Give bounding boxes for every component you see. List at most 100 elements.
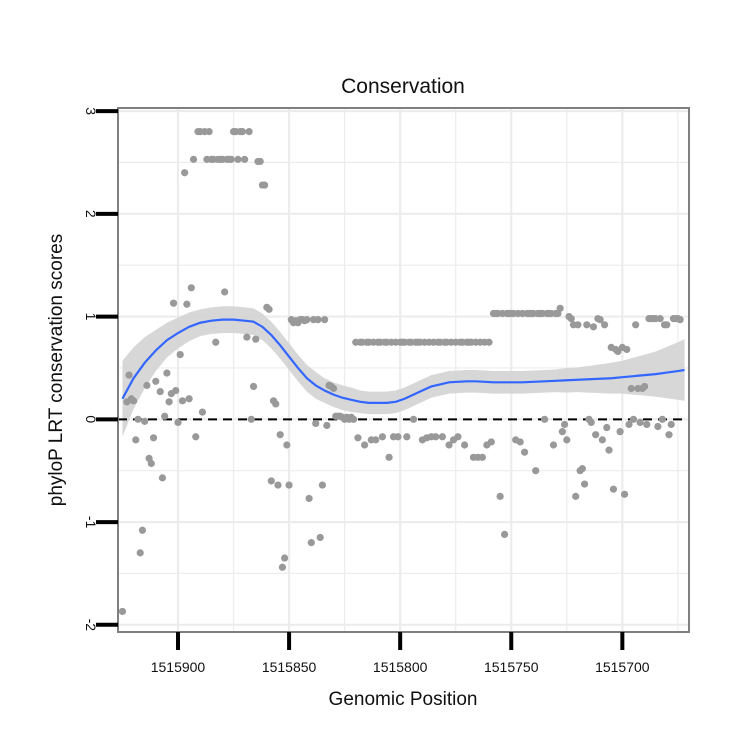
plot-frame xyxy=(117,107,690,633)
data-point xyxy=(278,563,287,571)
data-point xyxy=(321,316,329,324)
data-point xyxy=(265,305,273,313)
data-point xyxy=(600,321,609,329)
data-point xyxy=(432,433,440,441)
data-point xyxy=(567,315,575,323)
data-point xyxy=(558,428,566,436)
data-point xyxy=(640,382,649,391)
data-point xyxy=(169,299,178,307)
data-point xyxy=(323,421,331,430)
data-point xyxy=(185,395,193,403)
data-point xyxy=(198,408,207,416)
data-point xyxy=(274,481,282,489)
data-point xyxy=(143,381,151,390)
data-point xyxy=(658,415,666,423)
x-tick-label: 1515800 xyxy=(373,659,428,675)
data-point xyxy=(172,386,180,395)
data-point xyxy=(385,453,393,461)
x-tick-label: 1515700 xyxy=(595,659,650,675)
y-tick-label: 2 xyxy=(83,210,99,218)
data-point xyxy=(349,415,358,423)
data-point xyxy=(665,431,673,439)
data-point xyxy=(616,428,624,436)
data-point xyxy=(496,492,504,500)
data-point xyxy=(192,433,200,441)
data-point xyxy=(654,422,662,431)
data-point xyxy=(583,321,591,329)
data-point xyxy=(147,459,155,468)
data-point xyxy=(312,419,320,428)
y-axis: -2 -1 0 1 2 3 xyxy=(83,107,118,631)
data-point xyxy=(307,539,315,547)
data-point xyxy=(303,316,311,324)
y-tick-label: 3 xyxy=(83,107,99,115)
data-point xyxy=(136,549,144,557)
data-point xyxy=(281,554,289,562)
data-point xyxy=(152,377,160,385)
y-tick-label: -2 xyxy=(83,619,99,632)
data-point xyxy=(656,315,664,323)
data-point xyxy=(261,181,269,189)
data-point xyxy=(221,288,229,296)
data-point xyxy=(285,481,293,489)
confidence-band-area xyxy=(122,306,685,437)
x-axis-label: Genomic Position xyxy=(329,689,478,710)
data-point xyxy=(212,338,220,346)
data-point xyxy=(227,155,235,163)
data-point xyxy=(603,423,611,432)
data-point xyxy=(623,345,631,354)
data-point xyxy=(247,415,255,423)
data-point xyxy=(487,438,495,446)
data-point xyxy=(574,321,582,329)
data-point xyxy=(165,398,173,406)
data-point xyxy=(314,316,322,324)
data-point xyxy=(540,415,549,423)
smooth-fit-line xyxy=(121,318,685,404)
data-point xyxy=(438,433,446,441)
data-point xyxy=(460,441,469,449)
data-point xyxy=(636,418,644,426)
x-tick-label: 1515850 xyxy=(262,659,317,675)
data-point xyxy=(183,300,191,308)
data-point xyxy=(316,533,324,542)
data-point xyxy=(580,480,589,488)
data-point xyxy=(516,438,524,446)
data-point xyxy=(485,338,493,346)
data-point xyxy=(138,526,147,534)
data-point xyxy=(361,441,369,449)
data-point xyxy=(627,384,635,393)
data-point xyxy=(329,384,338,393)
x-tick-label: 1515900 xyxy=(151,659,206,675)
data-point xyxy=(134,415,142,423)
data-point xyxy=(149,434,158,442)
data-point xyxy=(256,157,264,166)
data-point xyxy=(409,415,418,423)
data-point xyxy=(141,417,149,425)
data-point xyxy=(454,433,462,441)
data-point xyxy=(556,304,564,312)
data-point xyxy=(252,335,260,343)
data-point xyxy=(378,433,386,441)
data-point xyxy=(283,441,291,449)
data-point xyxy=(609,485,618,493)
data-point xyxy=(245,128,253,136)
data-point xyxy=(560,420,569,429)
data-point xyxy=(598,436,606,444)
chart-title: Conservation xyxy=(341,75,465,98)
data-point xyxy=(272,400,280,408)
data-point xyxy=(318,481,327,489)
data-point xyxy=(163,369,171,377)
x-tick-label: 1515750 xyxy=(484,659,539,675)
data-point xyxy=(620,490,629,498)
data-point xyxy=(125,371,133,379)
data-point xyxy=(667,420,675,429)
data-point xyxy=(500,530,509,538)
data-point xyxy=(372,436,380,444)
y-axis-label: phyloP LRT conservation scores xyxy=(46,234,67,507)
smooth-curve xyxy=(121,318,685,404)
y-tick-label: 0 xyxy=(83,415,99,423)
data-point xyxy=(189,155,198,163)
data-point xyxy=(205,128,213,136)
data-point xyxy=(632,321,640,329)
